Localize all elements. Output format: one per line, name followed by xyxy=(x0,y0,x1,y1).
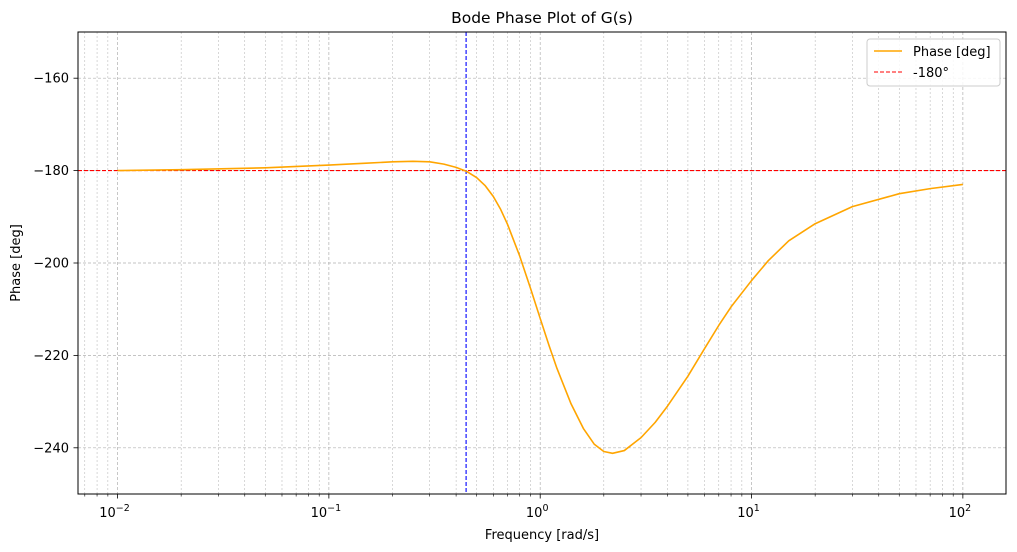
x-axis-label: Frequency [rad/s] xyxy=(485,528,599,543)
legend-label-phase: Phase [deg] xyxy=(913,45,991,60)
y-tick-label: −200 xyxy=(33,257,69,272)
legend-label-minus180: -180° xyxy=(913,66,949,81)
series-layer xyxy=(117,160,963,455)
y-tick-label: −220 xyxy=(33,349,69,364)
y-tick-label: −160 xyxy=(33,72,69,87)
reference-lines xyxy=(78,32,1006,494)
y-axis-ticks: −160 −180 −200 −220 −240 xyxy=(33,72,78,456)
chart-title: Bode Phase Plot of G(s) xyxy=(451,9,633,27)
y-tick-label: −180 xyxy=(33,164,69,179)
grid xyxy=(78,32,1006,494)
y-axis-label: Phase [deg] xyxy=(9,224,24,302)
y-tick-label: −240 xyxy=(33,441,69,456)
series-line-phase xyxy=(117,160,963,455)
legend: Phase [deg] -180° xyxy=(866,38,1001,87)
